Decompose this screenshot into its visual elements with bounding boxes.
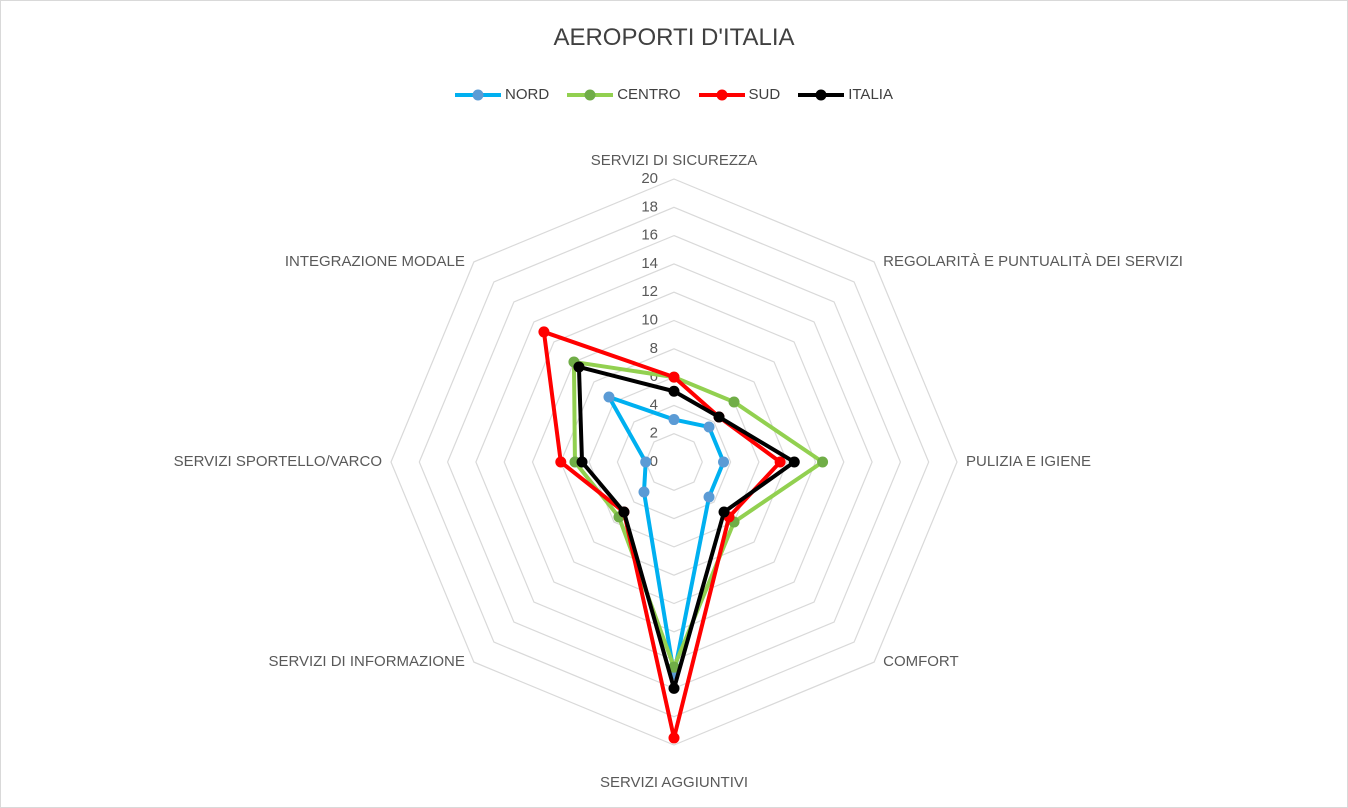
legend-label: ITALIA [848, 86, 893, 103]
tick-label: 18 [641, 198, 658, 215]
data-point-nord [668, 414, 680, 426]
data-point-italia [718, 506, 730, 518]
data-point-centro [817, 456, 829, 468]
grid-ring [446, 234, 902, 690]
legend-label: CENTRO [617, 86, 681, 103]
data-point-nord [703, 491, 715, 503]
legend-marker [698, 89, 745, 100]
tick-label: 6 [650, 368, 658, 385]
chart-legend: NORD CENTRO SUD ITALIA [0, 86, 1348, 103]
data-point-nord [718, 456, 730, 468]
data-point-italia [573, 361, 585, 373]
tick-label: 16 [641, 227, 658, 244]
grid-ring [560, 348, 788, 576]
data-point-sud [538, 326, 550, 338]
grid-ring [645, 433, 703, 491]
category-label: REGOLARITÀ E PUNTUALITÀ DEI SERVIZI [883, 253, 1183, 270]
category-label: SERVIZI SPORTELLO/VARCO [174, 453, 382, 470]
tick-label: 8 [650, 340, 658, 357]
data-point-italia [618, 506, 630, 518]
category-label: SERVIZI AGGIUNTIVI [600, 774, 748, 791]
legend-marker [455, 89, 502, 100]
data-point-sud [774, 456, 786, 468]
legend-item-nord: NORD [455, 86, 549, 103]
chart-title: AEROPORTI D'ITALIA [553, 24, 795, 51]
tick-label: 12 [641, 283, 658, 300]
data-point-italia [713, 411, 725, 423]
data-point-nord [638, 486, 650, 498]
grid-ring [503, 291, 845, 633]
legend-item-sud: SUD [698, 86, 781, 103]
data-point-nord [703, 421, 715, 433]
data-point-italia [788, 456, 800, 468]
data-point-nord [603, 391, 615, 403]
data-point-italia [668, 682, 680, 694]
data-point-sud [555, 456, 567, 468]
tick-label: 2 [650, 425, 658, 442]
grid-ring [475, 263, 873, 661]
tick-label: 14 [641, 255, 658, 272]
category-label: SERVIZI DI SICUREZZA [591, 152, 757, 169]
data-point-centro [668, 661, 680, 673]
tick-label: 4 [650, 396, 658, 413]
tick-label: 0 [650, 453, 658, 470]
grid-ring [418, 206, 930, 718]
category-label: PULIZIA E IGIENE [966, 453, 1091, 470]
legend-label: NORD [505, 86, 550, 103]
data-point-sud [668, 371, 680, 383]
grid-ring [531, 319, 817, 605]
legend-marker [567, 89, 614, 100]
grid-ring [390, 178, 958, 746]
grid-ring [588, 376, 760, 548]
legend-item-centro: CENTRO [567, 86, 681, 103]
category-label: COMFORT [883, 653, 959, 670]
legend-item-italia: ITALIA [798, 86, 893, 103]
data-point-italia [668, 385, 680, 397]
category-label: SERVIZI DI INFORMAZIONE [268, 653, 464, 670]
category-label: INTEGRAZIONE MODALE [285, 253, 465, 270]
data-point-sud [668, 732, 680, 744]
legend-label: SUD [748, 86, 781, 103]
legend-marker [798, 89, 845, 100]
data-point-centro [728, 396, 740, 408]
data-point-nord [640, 456, 652, 468]
data-point-italia [576, 456, 588, 468]
series-line-italia [576, 364, 797, 691]
tick-label: 20 [641, 170, 658, 187]
tick-label: 10 [641, 311, 658, 328]
